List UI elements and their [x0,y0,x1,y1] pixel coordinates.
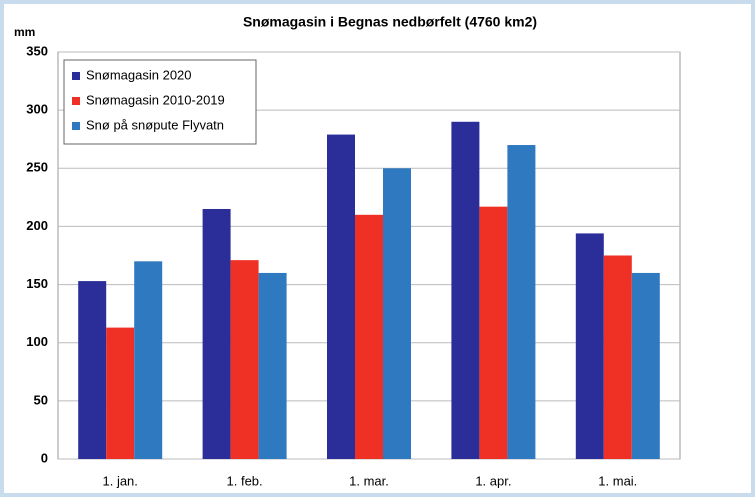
bar [258,272,287,459]
legend-label: Snø på snøpute Flyvatn [86,117,224,132]
y-tick-label: 0 [41,450,48,465]
bar [78,281,107,459]
y-tick-label: 350 [26,43,48,58]
legend-label: Snømagasin 2010-2019 [86,92,225,107]
legend-swatch [72,72,80,80]
legend-label: Snømagasin 2020 [86,67,192,82]
bar [575,233,604,459]
bar [355,214,383,459]
legend-box [63,59,257,145]
y-tick-label: 150 [26,276,48,291]
y-tick-label: 300 [26,102,48,117]
bar [202,208,231,459]
bar [134,261,163,459]
bar [383,168,411,460]
bar [106,327,135,459]
y-tick-label: 200 [26,218,48,233]
x-tick-label: 1. feb. [227,473,263,488]
bar [631,272,660,459]
x-tick-label: 1. apr. [475,473,511,488]
x-tick-label: 1. mai. [598,473,637,488]
y-tick-label: 50 [34,392,48,407]
legend-swatch [72,97,80,105]
y-axis-label: mm [14,25,35,39]
bar [230,260,259,459]
bar [479,206,508,459]
bar [507,145,536,459]
legend-swatch [72,122,80,130]
bar [603,255,632,459]
chart-title: Snømagasin i Begnas nedbørfelt (4760 km2… [243,14,537,30]
bar [327,134,355,459]
x-tick-label: 1. mar. [349,473,389,488]
y-tick-label: 250 [26,160,48,175]
x-tick-label: 1. jan. [102,473,137,488]
y-tick-label: 100 [26,334,48,349]
bar [451,121,480,460]
